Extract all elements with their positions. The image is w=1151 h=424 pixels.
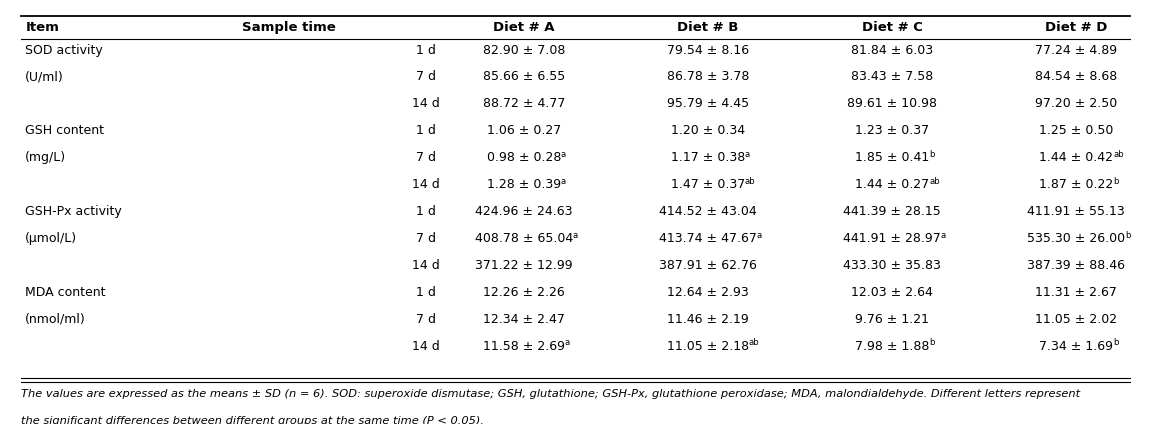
- Text: 14 d: 14 d: [412, 178, 440, 191]
- Text: Diet # B: Diet # B: [677, 21, 739, 34]
- Text: Diet # A: Diet # A: [493, 21, 555, 34]
- Text: 387.39 ± 88.46: 387.39 ± 88.46: [1027, 259, 1126, 272]
- Text: b: b: [1126, 231, 1130, 240]
- Text: 9.76 ± 1.21: 9.76 ± 1.21: [855, 313, 929, 326]
- Text: GSH content: GSH content: [25, 124, 105, 137]
- Text: ab: ab: [1113, 150, 1123, 159]
- Text: a: a: [745, 150, 750, 159]
- Text: 433.30 ± 35.83: 433.30 ± 35.83: [843, 259, 942, 272]
- Text: ab: ab: [929, 177, 939, 186]
- Text: 82.90 ± 7.08: 82.90 ± 7.08: [482, 44, 565, 56]
- Text: 1.25 ± 0.50: 1.25 ± 0.50: [1039, 124, 1113, 137]
- Text: The values are expressed as the means ± SD (n = 6). SOD: superoxide dismutase; G: The values are expressed as the means ± …: [21, 389, 1080, 399]
- Text: 7.98 ± 1.88: 7.98 ± 1.88: [855, 340, 929, 353]
- Text: a: a: [573, 231, 578, 240]
- Text: 14 d: 14 d: [412, 259, 440, 272]
- Text: GSH-Px activity: GSH-Px activity: [25, 205, 122, 218]
- Text: 85.66 ± 6.55: 85.66 ± 6.55: [482, 70, 565, 84]
- Text: 7 d: 7 d: [416, 313, 436, 326]
- Text: 1.06 ± 0.27: 1.06 ± 0.27: [487, 124, 561, 137]
- Text: Diet # C: Diet # C: [862, 21, 922, 34]
- Text: a: a: [757, 231, 762, 240]
- Text: b: b: [1113, 338, 1119, 347]
- Text: 95.79 ± 4.45: 95.79 ± 4.45: [666, 98, 749, 110]
- Text: 371.22 ± 12.99: 371.22 ± 12.99: [475, 259, 572, 272]
- Text: 1.87 ± 0.22: 1.87 ± 0.22: [1039, 178, 1113, 191]
- Text: 441.39 ± 28.15: 441.39 ± 28.15: [844, 205, 940, 218]
- Text: 12.64 ± 2.93: 12.64 ± 2.93: [666, 286, 749, 299]
- Text: 86.78 ± 3.78: 86.78 ± 3.78: [666, 70, 749, 84]
- Text: 7.34 ± 1.69: 7.34 ± 1.69: [1039, 340, 1113, 353]
- Text: the significant differences between different groups at the same time (P < 0.05): the significant differences between diff…: [21, 416, 483, 424]
- Text: 413.74 ± 47.67: 413.74 ± 47.67: [658, 232, 757, 245]
- Text: 1.17 ± 0.38: 1.17 ± 0.38: [671, 151, 745, 164]
- Text: 11.31 ± 2.67: 11.31 ± 2.67: [1035, 286, 1118, 299]
- Text: 535.30 ± 26.00: 535.30 ± 26.00: [1027, 232, 1126, 245]
- Text: ab: ab: [745, 177, 755, 186]
- Text: 12.34 ± 2.47: 12.34 ± 2.47: [482, 313, 565, 326]
- Text: 84.54 ± 8.68: 84.54 ± 8.68: [1035, 70, 1118, 84]
- Text: 14 d: 14 d: [412, 98, 440, 110]
- Text: SOD activity: SOD activity: [25, 44, 104, 56]
- Text: 7 d: 7 d: [416, 70, 436, 84]
- Text: 12.26 ± 2.26: 12.26 ± 2.26: [482, 286, 565, 299]
- Text: Diet # D: Diet # D: [1045, 21, 1107, 34]
- Text: 1 d: 1 d: [416, 286, 436, 299]
- Text: (mg/L): (mg/L): [25, 151, 67, 164]
- Text: 1 d: 1 d: [416, 44, 436, 56]
- Text: (nmol/ml): (nmol/ml): [25, 313, 86, 326]
- Text: 1.28 ± 0.39: 1.28 ± 0.39: [487, 178, 561, 191]
- Text: 1.20 ± 0.34: 1.20 ± 0.34: [671, 124, 745, 137]
- Text: 1.44 ± 0.42: 1.44 ± 0.42: [1039, 151, 1113, 164]
- Text: 1.47 ± 0.37: 1.47 ± 0.37: [671, 178, 745, 191]
- Text: 441.91 ± 28.97: 441.91 ± 28.97: [844, 232, 940, 245]
- Text: 97.20 ± 2.50: 97.20 ± 2.50: [1035, 98, 1118, 110]
- Text: 81.84 ± 6.03: 81.84 ± 6.03: [851, 44, 933, 56]
- Text: 387.91 ± 62.76: 387.91 ± 62.76: [658, 259, 757, 272]
- Text: (U/ml): (U/ml): [25, 70, 64, 84]
- Text: 14 d: 14 d: [412, 340, 440, 353]
- Text: b: b: [929, 150, 935, 159]
- Text: 88.72 ± 4.77: 88.72 ± 4.77: [482, 98, 565, 110]
- Text: 1 d: 1 d: [416, 205, 436, 218]
- Text: 1.44 ± 0.27: 1.44 ± 0.27: [855, 178, 929, 191]
- Text: 11.05 ± 2.18: 11.05 ± 2.18: [666, 340, 749, 353]
- Text: 12.03 ± 2.64: 12.03 ± 2.64: [851, 286, 933, 299]
- Text: MDA content: MDA content: [25, 286, 106, 299]
- Text: 1.23 ± 0.37: 1.23 ± 0.37: [855, 124, 929, 137]
- Text: 79.54 ± 8.16: 79.54 ± 8.16: [666, 44, 749, 56]
- Text: 0.98 ± 0.28: 0.98 ± 0.28: [487, 151, 561, 164]
- Text: 11.58 ± 2.69: 11.58 ± 2.69: [482, 340, 565, 353]
- Text: (μmol/L): (μmol/L): [25, 232, 77, 245]
- Text: a: a: [940, 231, 946, 240]
- Text: 424.96 ± 24.63: 424.96 ± 24.63: [475, 205, 572, 218]
- Text: 89.61 ± 10.98: 89.61 ± 10.98: [847, 98, 937, 110]
- Text: 1.85 ± 0.41: 1.85 ± 0.41: [855, 151, 929, 164]
- Text: a: a: [565, 338, 570, 347]
- Text: Sample time: Sample time: [242, 21, 335, 34]
- Text: 1 d: 1 d: [416, 124, 436, 137]
- Text: a: a: [561, 177, 566, 186]
- Text: a: a: [561, 150, 566, 159]
- Text: 7 d: 7 d: [416, 151, 436, 164]
- Text: 7 d: 7 d: [416, 232, 436, 245]
- Text: 77.24 ± 4.89: 77.24 ± 4.89: [1035, 44, 1118, 56]
- Text: 411.91 ± 55.13: 411.91 ± 55.13: [1028, 205, 1125, 218]
- Text: 408.78 ± 65.04: 408.78 ± 65.04: [474, 232, 573, 245]
- Text: 414.52 ± 43.04: 414.52 ± 43.04: [660, 205, 756, 218]
- Text: b: b: [1113, 177, 1119, 186]
- Text: 11.46 ± 2.19: 11.46 ± 2.19: [666, 313, 749, 326]
- Text: 11.05 ± 2.02: 11.05 ± 2.02: [1035, 313, 1118, 326]
- Text: Item: Item: [25, 21, 59, 34]
- Text: b: b: [929, 338, 935, 347]
- Text: 83.43 ± 7.58: 83.43 ± 7.58: [851, 70, 933, 84]
- Text: ab: ab: [749, 338, 760, 347]
